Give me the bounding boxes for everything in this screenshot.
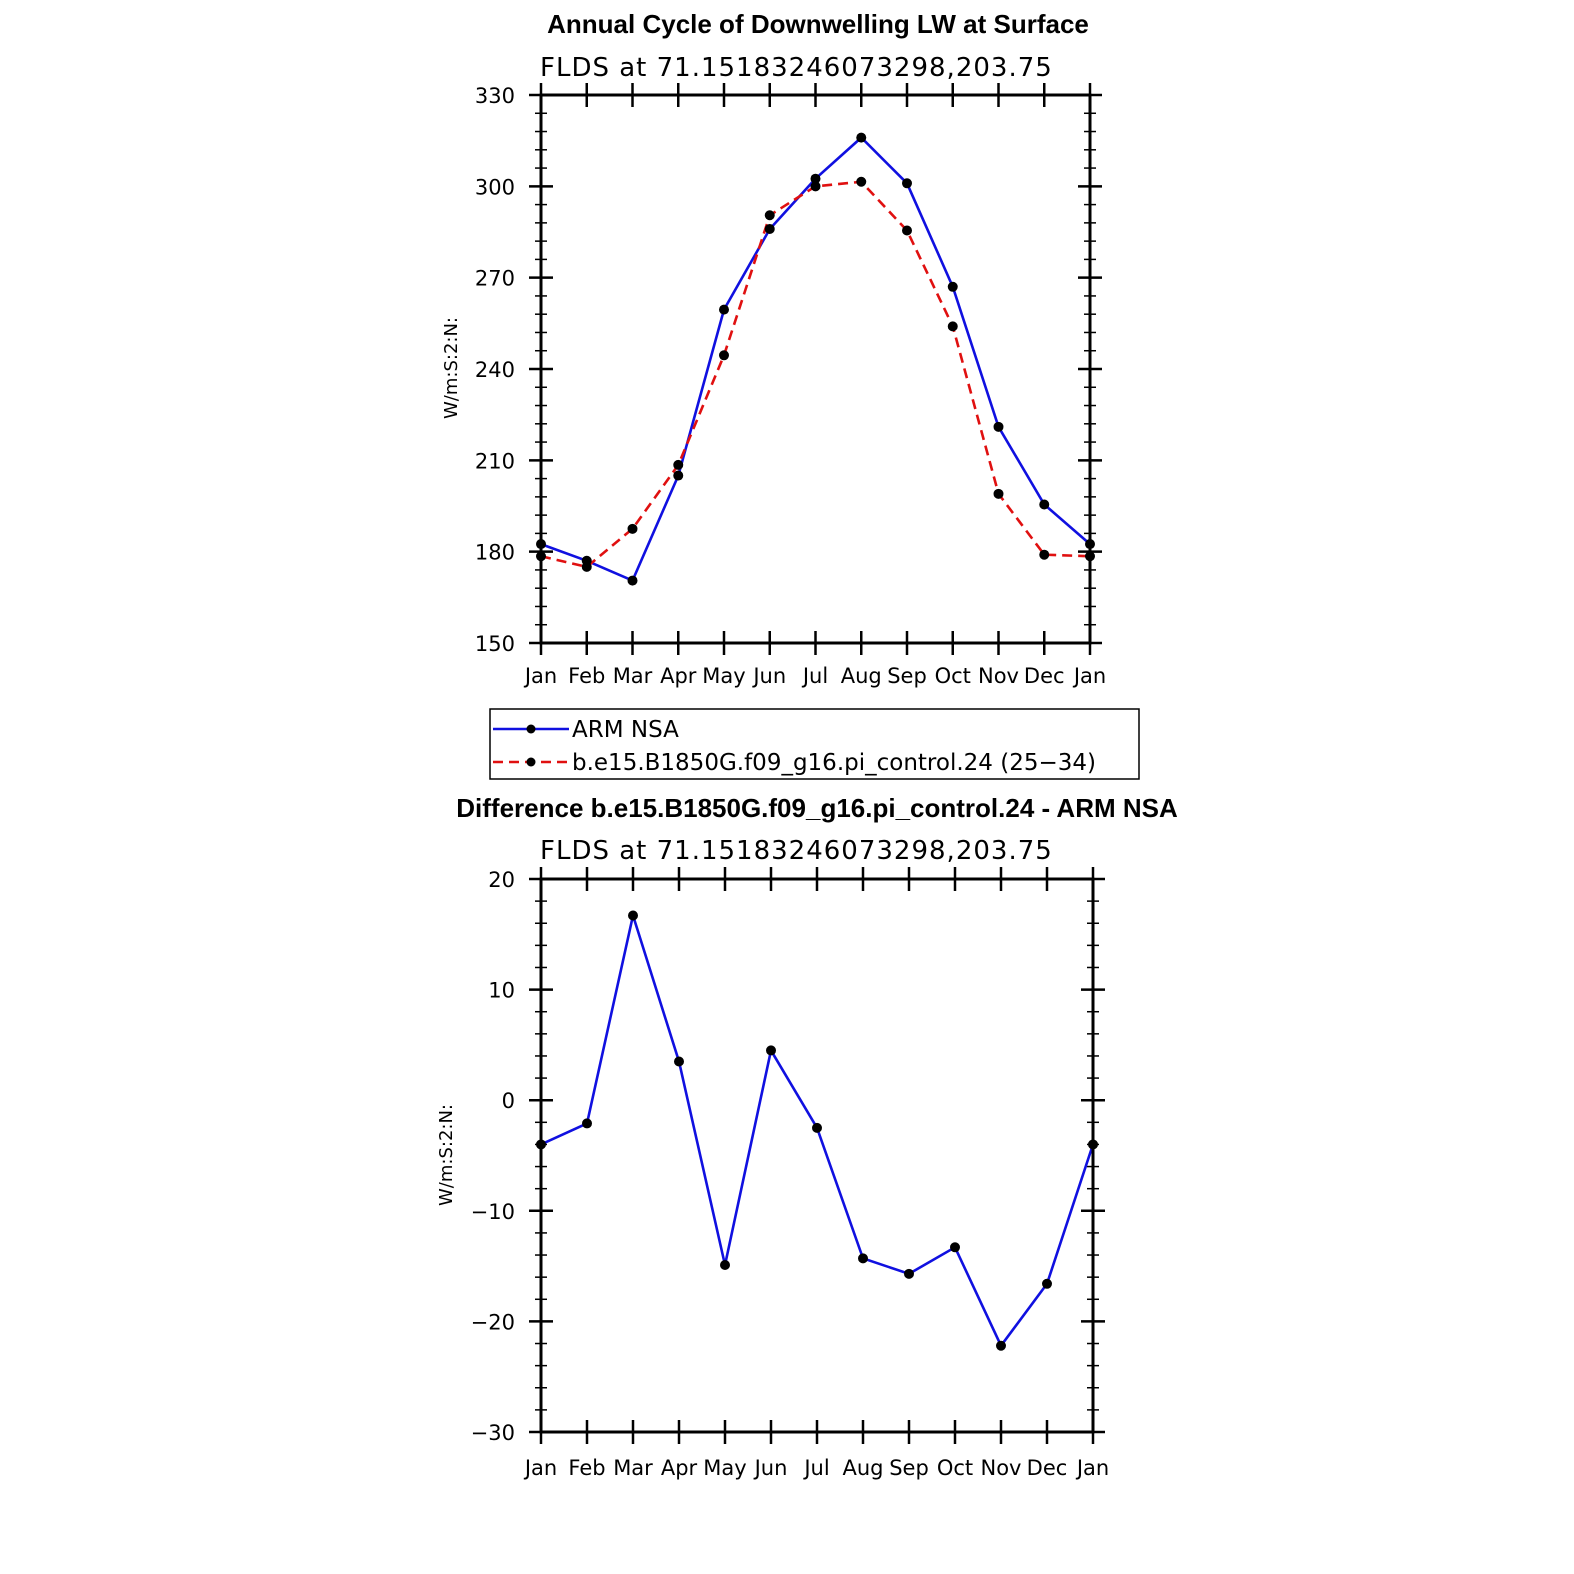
data-point-series-0 xyxy=(950,1242,960,1253)
data-point-series-0 xyxy=(719,304,729,315)
legend-box xyxy=(489,708,1140,780)
legend-label-arm-nsa: ARM NSA xyxy=(572,717,679,743)
x-tick-label: May xyxy=(703,1456,746,1480)
y-tick-label: 330 xyxy=(475,84,515,108)
legend-entry-arm-nsa: ARM NSA xyxy=(493,717,679,743)
x-tick-label: Dec xyxy=(1024,664,1065,688)
x-tick-label: Nov xyxy=(981,1456,1022,1480)
y-axis-label: W/m:S:2:N: xyxy=(441,317,462,419)
y-tick-label: 10 xyxy=(488,979,515,1003)
data-point-series-1 xyxy=(947,321,958,332)
difference-subtitle: FLDS at 71.15183246073298,203.75 xyxy=(540,836,1053,866)
y-tick-label: 210 xyxy=(475,449,515,473)
data-point-series-0 xyxy=(902,178,912,189)
difference-y-axis-label: W/m:S:2:N: xyxy=(436,1104,457,1206)
legend: ARM NSA b.e15.B1850G.f09_g16.pi_control.… xyxy=(489,708,1140,780)
x-tick-label: Mar xyxy=(613,664,653,688)
y-tick-label: 150 xyxy=(475,632,515,656)
data-point-series-0 xyxy=(993,421,1004,432)
data-point-series-0 xyxy=(1039,499,1050,510)
annual-cycle-panel: Annual Cycle of Downwelling LW at Surfac… xyxy=(441,9,1106,688)
data-point-series-0 xyxy=(720,1259,730,1270)
data-point-series-0 xyxy=(673,470,684,481)
data-point-series-1 xyxy=(810,181,821,192)
legend-entry-model: b.e15.B1850G.f09_g16.pi_control.24 (25−3… xyxy=(493,750,1096,776)
y-tick-label: 20 xyxy=(488,868,515,892)
annual-cycle-plot-area: 150 180 210 240 270 300 330 Jan Feb Mar Apr May Jun J… xyxy=(475,83,1106,688)
x-tick-label: Jul xyxy=(801,664,828,688)
data-point-series-1 xyxy=(764,210,775,221)
x-tick-label: Jun xyxy=(753,1456,788,1480)
y-tick-label: 300 xyxy=(475,175,515,199)
difference-title: Difference b.e15.B1850G.f09_g16.pi_contr… xyxy=(456,793,1178,823)
data-point-series-1 xyxy=(627,523,638,534)
data-point-series-0 xyxy=(764,223,775,234)
difference-plot-frame xyxy=(539,877,1095,1434)
data-point-series-1 xyxy=(673,459,684,470)
x-tick-label: Nov xyxy=(978,664,1019,688)
x-tick-label: Aug xyxy=(841,664,882,688)
data-point-series-1 xyxy=(581,561,592,572)
data-point-series-1 xyxy=(856,176,867,187)
data-point-series-0 xyxy=(947,281,958,292)
x-tick-label: Apr xyxy=(661,1456,698,1480)
x-tick-label: Oct xyxy=(937,1456,973,1480)
data-point-series-1 xyxy=(1039,549,1050,560)
series-line-1 xyxy=(540,180,1091,569)
x-tick-label: Jan xyxy=(1075,1456,1109,1480)
data-point-series-0 xyxy=(628,910,638,921)
series-line-0 xyxy=(540,135,1091,583)
y-tick-label: 0 xyxy=(502,1089,515,1113)
legend-label-model: b.e15.B1850G.f09_g16.pi_control.24 (25−3… xyxy=(572,750,1096,776)
y-tick-label: 180 xyxy=(475,541,515,565)
x-tick-label: Jun xyxy=(751,664,786,688)
data-point-series-0 xyxy=(996,1340,1006,1351)
legend-marker-arm-nsa xyxy=(526,724,536,734)
x-tick-label: Feb xyxy=(568,1456,605,1480)
y-tick-label: −10 xyxy=(471,1200,515,1224)
x-tick-label: Mar xyxy=(613,1456,653,1480)
data-point-series-0 xyxy=(766,1045,776,1056)
data-point-series-1 xyxy=(993,488,1004,499)
difference-plot-area: −30 −20 −10 0 10 20 Jan Feb Mar Apr May Jun Jul Aug Se… xyxy=(471,867,1109,1480)
plot-frame xyxy=(539,93,1092,645)
legend-marker-model xyxy=(526,757,536,767)
x-tick-label: Feb xyxy=(568,664,605,688)
data-point-series-0 xyxy=(674,1056,684,1067)
data-point-series-0 xyxy=(904,1268,914,1279)
x-tick-label: Sep xyxy=(887,664,927,688)
x-tick-label: Sep xyxy=(889,1456,929,1480)
data-point-series-0 xyxy=(582,1118,592,1129)
y-tick-label: −20 xyxy=(471,1310,515,1334)
y-tick-label: −30 xyxy=(471,1421,515,1445)
chart-subtitle: FLDS at 71.15183246073298,203.75 xyxy=(540,53,1053,83)
data-point-series-0 xyxy=(810,173,821,184)
x-tick-label: Jan xyxy=(523,1456,557,1480)
data-point-series-0 xyxy=(858,1253,868,1264)
x-tick-label: Jan xyxy=(523,664,557,688)
x-tick-label: Jan xyxy=(1072,664,1106,688)
data-point-series-1 xyxy=(902,225,912,236)
y-tick-label: 240 xyxy=(475,358,515,382)
x-tick-label: Aug xyxy=(842,1456,883,1480)
data-point-series-0 xyxy=(812,1122,822,1133)
data-point-series-1 xyxy=(719,350,729,361)
data-point-series-0 xyxy=(1042,1278,1052,1289)
difference-panel: Difference b.e15.B1850G.f09_g16.pi_contr… xyxy=(436,793,1178,1480)
data-point-series-0 xyxy=(627,575,638,586)
x-tick-label: Oct xyxy=(935,664,971,688)
x-tick-label: Dec xyxy=(1027,1456,1068,1480)
x-tick-label: May xyxy=(702,664,745,688)
chart-title: Annual Cycle of Downwelling LW at Surfac… xyxy=(547,9,1089,39)
x-tick-label: Apr xyxy=(660,664,697,688)
data-point-series-0 xyxy=(856,132,867,143)
x-tick-label: Jul xyxy=(802,1456,829,1480)
y-tick-label: 270 xyxy=(475,267,515,291)
